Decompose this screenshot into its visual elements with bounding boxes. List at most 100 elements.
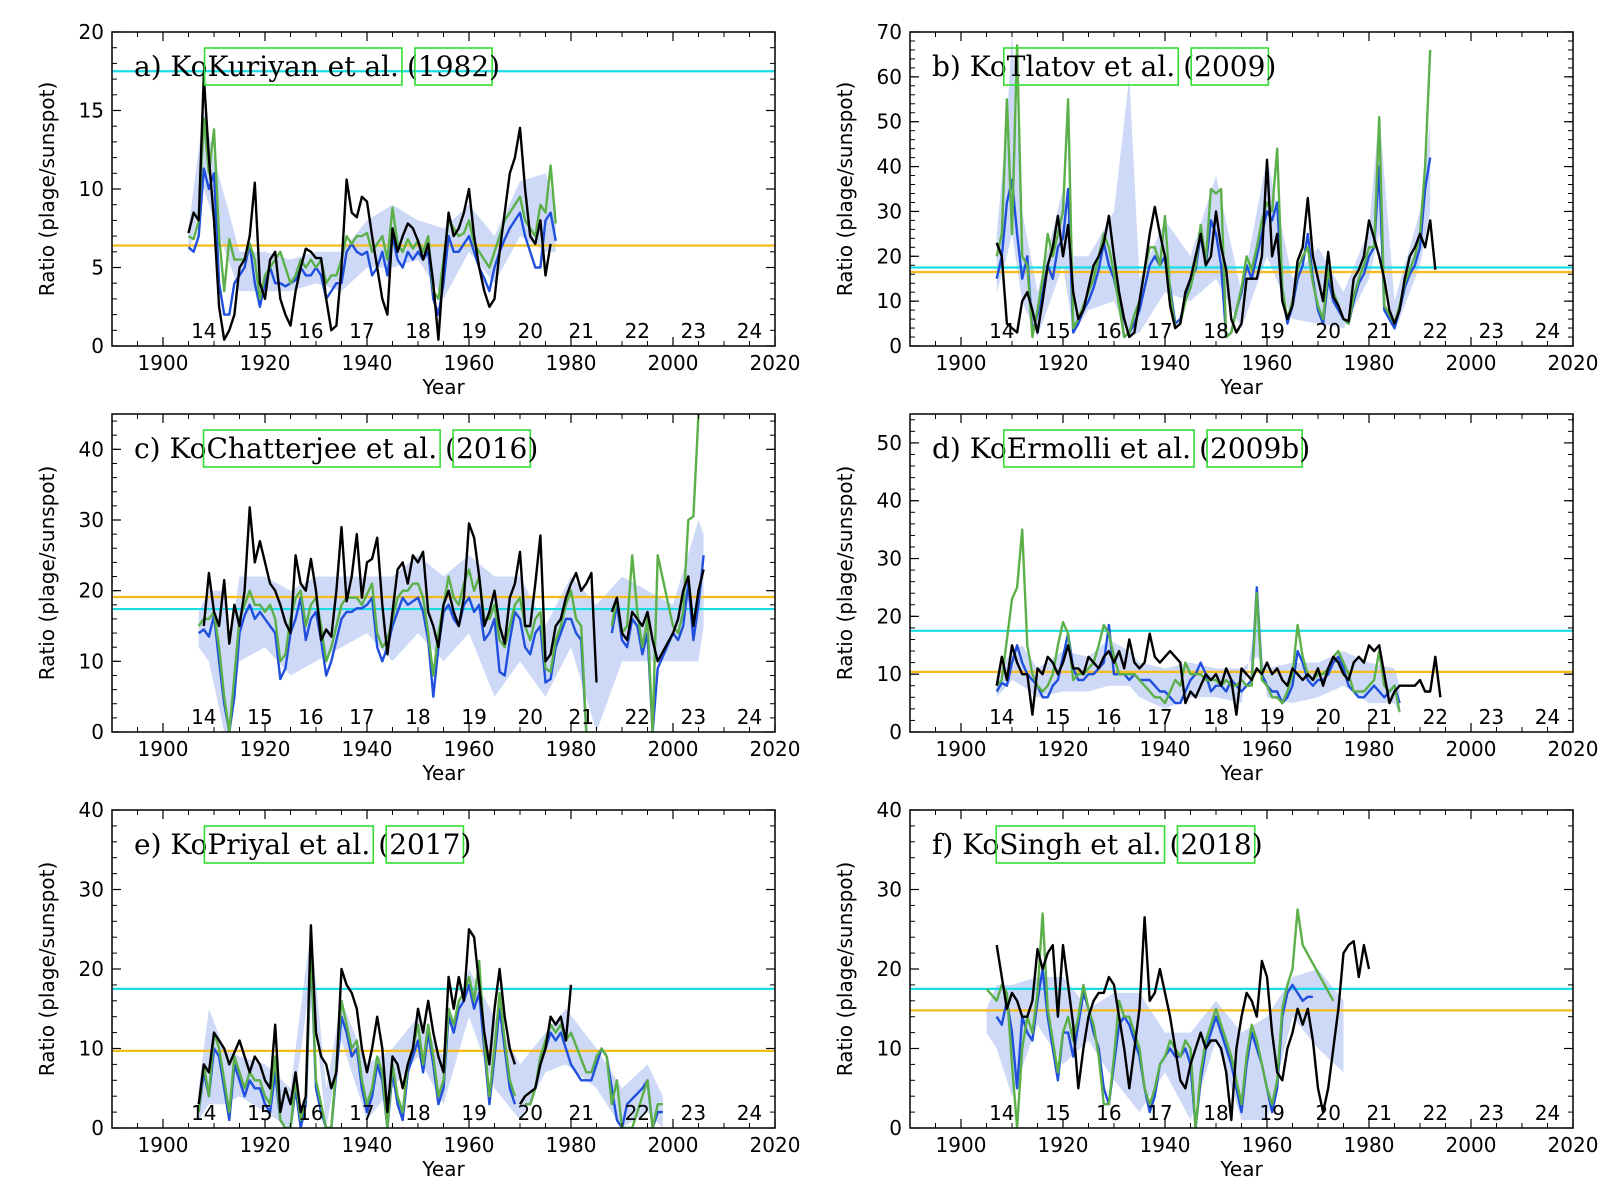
cycle-label: 19 <box>461 1101 486 1125</box>
x-tick-label: 1920 <box>240 1133 291 1157</box>
title-text: ) <box>1252 828 1263 861</box>
x-tick-label: 1940 <box>342 351 393 375</box>
x-tick-label: 1960 <box>1242 351 1293 375</box>
cycle-label: 23 <box>1479 705 1504 729</box>
y-tick-label: 10 <box>877 289 902 313</box>
x-tick-label: 1900 <box>138 351 189 375</box>
cycle-label: 24 <box>1535 705 1560 729</box>
citation-link-box[interactable] <box>1176 825 1256 864</box>
citation-link-box[interactable] <box>1206 429 1303 468</box>
cycle-label: 22 <box>1423 319 1448 343</box>
cycle-label: 14 <box>191 705 216 729</box>
y-tick-label: 40 <box>877 798 902 822</box>
citation-link-text: 2009b <box>1210 432 1299 465</box>
citation-link-box[interactable] <box>995 825 1166 864</box>
citation-link-text: Ermolli et al. <box>1007 432 1191 465</box>
y-tick-label: 20 <box>79 579 104 603</box>
title-text: ( <box>378 828 389 861</box>
citation-link-box[interactable] <box>1190 47 1270 86</box>
cycle-label: 16 <box>1096 705 1121 729</box>
citation-link-box[interactable] <box>203 825 375 864</box>
citation-link-box[interactable] <box>414 47 493 86</box>
x-tick-label: 1920 <box>1038 737 1089 761</box>
cycle-label: 18 <box>1203 319 1228 343</box>
citation-link-text: 2009 <box>1194 50 1265 83</box>
y-axis-label: Ratio (plage/sunspot) <box>833 82 857 297</box>
cycle-label: 21 <box>1366 1101 1391 1125</box>
cycle-label: 22 <box>625 319 650 343</box>
cycle-label: 18 <box>405 319 430 343</box>
panel-title: c) Ko Chatterjee et al.(2016) <box>134 429 538 468</box>
cycle-label: 16 <box>298 1101 323 1125</box>
x-tick-label: 1980 <box>546 351 597 375</box>
uncertainty-band <box>996 32 1431 337</box>
panel-title: d) Ko Ermolli et al.(2009b) <box>932 429 1310 468</box>
y-tick-label: 10 <box>79 1037 104 1061</box>
uncertainty-band <box>986 969 1344 1120</box>
series-line-green <box>985 908 1335 1128</box>
cycle-label: 18 <box>1203 705 1228 729</box>
cycle-label: 22 <box>1423 705 1448 729</box>
panel-title: a) Ko Kuriyan et al.(1982) <box>134 47 500 86</box>
x-tick-label: 2000 <box>648 737 699 761</box>
citation-link-text: 2017 <box>389 828 460 861</box>
citation-link-box[interactable] <box>1002 47 1180 86</box>
y-tick-label: 0 <box>91 720 104 744</box>
plot-area <box>910 32 1573 339</box>
cycle-label: 15 <box>1045 319 1070 343</box>
y-tick-label: 30 <box>877 878 902 902</box>
x-axis-label: Year <box>1219 1157 1263 1181</box>
cycle-label: 14 <box>989 705 1014 729</box>
x-tick-label: 1920 <box>1038 1133 1089 1157</box>
chart-panel-3: 1900 1920 1940 1960 1980 2000 2020010203040Yea… <box>35 413 800 785</box>
title-text: ) <box>1265 50 1276 83</box>
citation-link-box[interactable] <box>202 429 441 468</box>
citation-link-text: Priyal et al. <box>207 828 370 861</box>
cycle-label: 24 <box>1535 319 1560 343</box>
title-text: a) Ko <box>134 50 208 83</box>
x-tick-label: 1980 <box>546 737 597 761</box>
series-line-green <box>995 44 1432 339</box>
x-tick-label: 2020 <box>1548 351 1599 375</box>
panel-title: f) Ko Singh et al. (2018) <box>932 825 1263 864</box>
y-tick-label: 30 <box>877 199 902 223</box>
x-tick-label: 1940 <box>342 1133 393 1157</box>
y-tick-label: 20 <box>79 957 104 981</box>
x-tick-label: 2000 <box>1446 737 1497 761</box>
citation-link-box[interactable] <box>452 429 532 468</box>
y-tick-label: 30 <box>877 547 902 571</box>
title-text: b) Ko <box>932 50 1007 83</box>
plot-area <box>112 924 775 1128</box>
cycle-label: 23 <box>1479 1101 1504 1125</box>
x-tick-label: 1940 <box>1140 737 1191 761</box>
cycle-label: 23 <box>681 705 706 729</box>
cycle-label: 24 <box>737 319 762 343</box>
cycle-label: 18 <box>405 705 430 729</box>
cycle-label: 20 <box>1315 705 1340 729</box>
title-text: ) <box>1299 432 1310 465</box>
y-tick-label: 30 <box>79 508 104 532</box>
chart-panel-4: 1900 1920 1940 1960 1980 2000 202001020304050Y… <box>833 413 1598 785</box>
citation-link-box[interactable] <box>1002 429 1195 468</box>
series-line-green <box>525 1023 663 1128</box>
x-tick-label: 1920 <box>1038 351 1089 375</box>
cycle-label: 19 <box>461 319 486 343</box>
panel-title: e) Ko Priyal et al.(2017) <box>134 825 471 864</box>
title-text: e) Ko <box>134 828 207 861</box>
series-line-black <box>187 74 552 341</box>
cycle-label: 20 <box>517 319 542 343</box>
x-tick-label: 2020 <box>750 1133 801 1157</box>
series-line-blue <box>198 596 588 732</box>
y-tick-label: 70 <box>877 20 902 44</box>
cycle-label: 14 <box>989 1101 1014 1125</box>
title-text: ) <box>527 432 538 465</box>
citation-link-box[interactable] <box>385 825 465 864</box>
citation-link-box[interactable] <box>203 47 403 86</box>
y-tick-label: 20 <box>877 604 902 628</box>
y-axis-label: Ratio (plage/sunspot) <box>35 82 59 297</box>
x-tick-label: 2000 <box>648 1133 699 1157</box>
cycle-label: 16 <box>1096 1101 1121 1125</box>
x-tick-label: 1900 <box>138 1133 189 1157</box>
title-text: c) Ko <box>134 432 207 465</box>
x-tick-label: 1900 <box>138 737 189 761</box>
